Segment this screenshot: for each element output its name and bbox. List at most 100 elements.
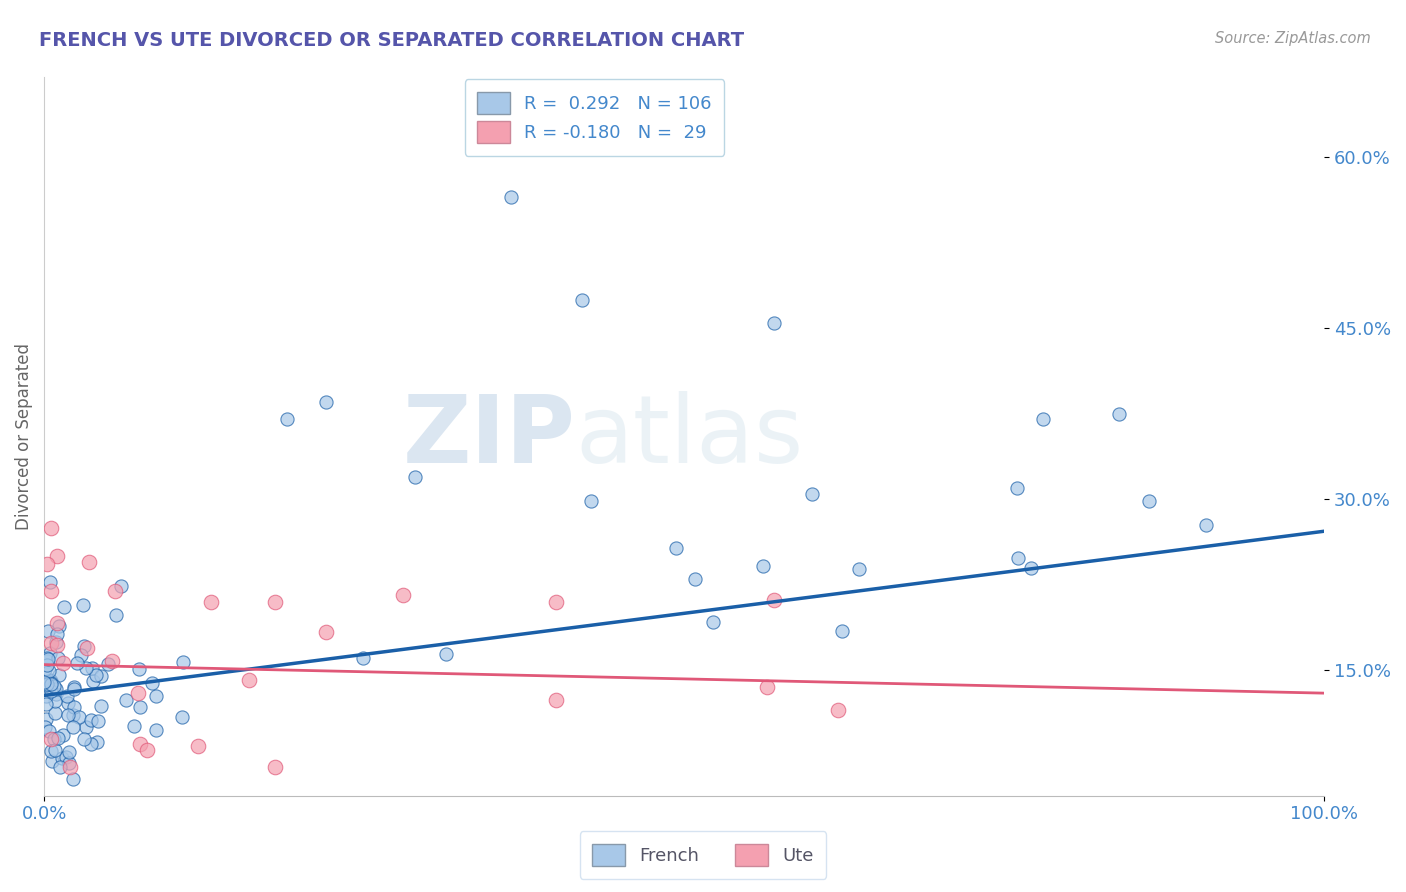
Point bbox=[39, 677, 62, 691]
Legend: French, Ute: French, Ute bbox=[579, 831, 827, 879]
Point bbox=[581, 494, 603, 508]
Point bbox=[831, 624, 853, 638]
Point bbox=[80, 737, 103, 751]
Point bbox=[1005, 481, 1028, 495]
Text: atlas: atlas bbox=[575, 391, 804, 483]
Point bbox=[501, 190, 523, 204]
Point bbox=[114, 692, 136, 706]
Point bbox=[145, 689, 167, 703]
Point bbox=[38, 646, 60, 660]
Point bbox=[55, 749, 77, 764]
Point bbox=[128, 663, 150, 677]
Point bbox=[39, 684, 62, 698]
Point bbox=[436, 647, 458, 661]
Point bbox=[66, 656, 89, 670]
Point bbox=[62, 720, 84, 734]
Point bbox=[37, 624, 59, 638]
Point bbox=[172, 655, 194, 669]
Point bbox=[52, 656, 75, 670]
Point bbox=[62, 680, 84, 694]
Point bbox=[44, 706, 66, 721]
Point bbox=[145, 723, 167, 737]
Point bbox=[76, 640, 98, 655]
Point bbox=[101, 654, 124, 668]
Point bbox=[63, 681, 86, 696]
Point bbox=[276, 412, 298, 426]
Point bbox=[37, 654, 59, 668]
Point bbox=[46, 651, 69, 665]
Point bbox=[75, 661, 97, 675]
Legend: R =  0.292   N = 106, R = -0.180   N =  29: R = 0.292 N = 106, R = -0.180 N = 29 bbox=[464, 79, 724, 156]
Point bbox=[59, 760, 82, 774]
Point bbox=[35, 651, 58, 665]
Point bbox=[39, 744, 62, 758]
Point bbox=[105, 608, 128, 623]
Point bbox=[546, 693, 568, 707]
Point bbox=[72, 599, 94, 613]
Text: FRENCH VS UTE DIVORCED OR SEPARATED CORRELATION CHART: FRENCH VS UTE DIVORCED OR SEPARATED CORR… bbox=[39, 31, 745, 50]
Point bbox=[46, 615, 69, 630]
Point bbox=[172, 710, 194, 724]
Point bbox=[129, 699, 152, 714]
Point bbox=[39, 675, 62, 690]
Point bbox=[52, 599, 75, 614]
Point bbox=[571, 293, 593, 307]
Point bbox=[827, 703, 849, 717]
Point bbox=[44, 679, 66, 693]
Point bbox=[48, 668, 70, 682]
Point bbox=[39, 575, 62, 590]
Point bbox=[683, 573, 706, 587]
Y-axis label: Divorced or Separated: Divorced or Separated bbox=[15, 343, 32, 530]
Point bbox=[762, 593, 785, 607]
Point bbox=[141, 676, 163, 690]
Point bbox=[35, 658, 58, 673]
Point bbox=[39, 674, 62, 689]
Point bbox=[45, 638, 67, 652]
Point bbox=[122, 719, 145, 733]
Point bbox=[127, 686, 149, 700]
Point bbox=[756, 681, 779, 695]
Point bbox=[97, 657, 120, 671]
Point bbox=[762, 316, 785, 330]
Text: Source: ZipAtlas.com: Source: ZipAtlas.com bbox=[1215, 31, 1371, 46]
Point bbox=[44, 694, 66, 708]
Point bbox=[45, 687, 67, 701]
Point bbox=[56, 689, 79, 703]
Point bbox=[87, 714, 110, 728]
Point bbox=[801, 486, 824, 500]
Point bbox=[86, 735, 108, 749]
Point bbox=[45, 635, 67, 649]
Point bbox=[45, 627, 67, 641]
Point bbox=[72, 639, 94, 653]
Point bbox=[90, 669, 112, 683]
Point bbox=[1137, 494, 1160, 508]
Point bbox=[62, 707, 84, 722]
Point bbox=[58, 756, 80, 770]
Point bbox=[135, 743, 157, 757]
Point bbox=[38, 664, 60, 678]
Text: ZIP: ZIP bbox=[402, 391, 575, 483]
Point bbox=[38, 673, 60, 687]
Point bbox=[84, 668, 107, 682]
Point bbox=[51, 750, 73, 764]
Point bbox=[1007, 550, 1029, 565]
Point bbox=[35, 697, 58, 711]
Point bbox=[80, 661, 103, 675]
Point bbox=[62, 772, 84, 786]
Point bbox=[56, 696, 79, 710]
Point bbox=[35, 557, 58, 571]
Point bbox=[49, 760, 72, 774]
Point bbox=[1195, 517, 1218, 532]
Point bbox=[39, 521, 62, 535]
Point bbox=[39, 636, 62, 650]
Point bbox=[90, 698, 112, 713]
Point bbox=[34, 661, 56, 675]
Point bbox=[39, 731, 62, 746]
Point bbox=[391, 588, 413, 602]
Point bbox=[34, 678, 56, 692]
Point bbox=[34, 690, 56, 704]
Point bbox=[80, 714, 103, 728]
Point bbox=[35, 712, 58, 726]
Point bbox=[56, 708, 79, 723]
Point bbox=[42, 732, 65, 747]
